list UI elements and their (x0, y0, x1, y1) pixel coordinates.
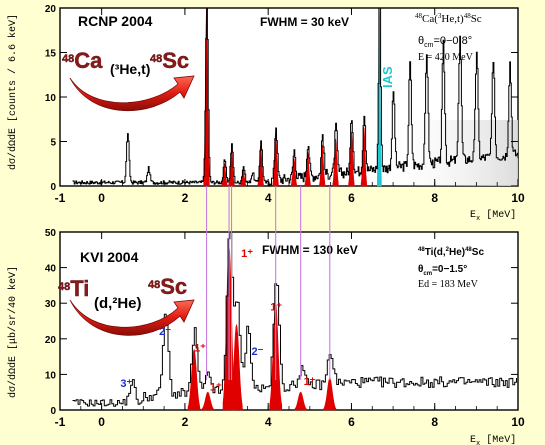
bottom-ytick-label: 10 (45, 370, 57, 381)
top-xtick-label: 8 (431, 191, 438, 205)
bottom-ylabel: dσ/dΩdE [μb/sr/40 keV] (7, 266, 19, 398)
spin-label: 3⁺ (120, 378, 132, 390)
top-xtick-label: 4 (265, 191, 272, 205)
top-ytick-label: 10 (45, 93, 57, 104)
top-spectrum-line (72, 7, 519, 186)
top-xtick-label: 2 (182, 191, 189, 205)
bottom-spectrum-line (72, 231, 517, 407)
bottom-peak-filled (187, 348, 201, 411)
svg-text:48Ti: 48Ti (58, 276, 89, 301)
top-shading (380, 120, 518, 186)
top-xtick-label: 0 (98, 191, 105, 205)
bottom-reaction: 48Ti(d,2He)48Sc (418, 247, 484, 258)
bottom-ytick-label: 20 (45, 335, 57, 346)
bottom-ytick-label: 0 (50, 406, 56, 417)
bottom-theta: θcm=0−1.5° (418, 264, 467, 277)
bottom-xtick-label: 0 (98, 415, 105, 429)
svg-text:48Sc: 48Sc (148, 274, 187, 299)
top-reaction-arrow: 48Ca (³He,t) 48Sc (62, 48, 195, 112)
top-ytick-label: 20 (45, 4, 57, 15)
bottom-ytick-label: 50 (45, 228, 57, 239)
top-peak-filled (290, 157, 298, 187)
top-ylabel: dσ/dΩdE [counts / 6.6 keV] (7, 14, 19, 170)
bottom-reaction-arrow: 48Ti (d,²He) 48Sc (58, 274, 195, 336)
bottom-peak-filled (230, 324, 243, 411)
top-ytick-label: 0 (50, 182, 56, 193)
bottom-xtick-label: 10 (511, 415, 525, 429)
svg-text:48Ca: 48Ca (62, 48, 103, 73)
top-reaction: 48Ca(3He,t)48Sc (415, 12, 482, 25)
top-xtick-label: 10 (511, 191, 525, 205)
bottom-xlabel: Ex [MeV] (470, 434, 516, 445)
spin-label: 2⁻ (252, 346, 264, 358)
spin-label: 1⁺ (270, 301, 282, 313)
bottom-energy: Ed = 183 MeV (418, 279, 479, 290)
spin-label: 1⁺ (304, 376, 316, 388)
svg-text:(³He,t): (³He,t) (110, 61, 150, 77)
top-peak-filled (319, 145, 326, 187)
bottom-xtick-label: 8 (431, 415, 438, 429)
bottom-ytick-label: 40 (45, 264, 57, 275)
top-ytick-label: 5 (50, 138, 56, 149)
bottom-peak-filled (294, 391, 307, 411)
top-peak-filled (332, 138, 339, 187)
top-fwhm: FWHM = 30 keV (260, 15, 349, 29)
top-peak-filled (348, 131, 355, 187)
bottom-title: KVI 2004 (80, 249, 139, 265)
bottom-xtick-label: 2 (182, 415, 189, 429)
spin-label: 1⁺ (210, 381, 222, 393)
top-xlabel: Ex [MeV] (470, 209, 516, 223)
bottom-peak-filled (201, 391, 215, 411)
svg-text:(d,²He): (d,²He) (94, 295, 142, 312)
ias-label: IAS (380, 66, 395, 88)
top-xtick-label: 6 (348, 191, 355, 205)
top-xtick-label: -1 (55, 191, 66, 205)
top-energy: E = 420 MeV (418, 52, 474, 63)
bottom-ytick-label: 30 (45, 299, 57, 310)
spin-label: 1⁺ (194, 342, 206, 354)
bottom-xtick-label: 4 (265, 415, 272, 429)
peak-connectors (206, 186, 331, 380)
bottom-xtick-label: -1 (55, 415, 66, 429)
top-title: RCNP 2004 (78, 13, 153, 29)
top-theta: θcm=0−0.8° (418, 35, 472, 49)
bottom-xtick-label: 6 (348, 415, 355, 429)
svg-text:48Sc: 48Sc (150, 48, 189, 73)
top-ytick-label: 15 (45, 49, 57, 60)
spin-labels: 3⁺ 2⁻ 1⁺ 1⁺ 1⁺ 2⁻ 1⁺ 1⁺ (120, 248, 315, 394)
top-peak-filled (360, 127, 368, 187)
spin-label: 2⁻ (159, 326, 171, 338)
spin-label: 1⁺ (241, 248, 253, 260)
bottom-fwhm: FWHM = 130 keV (262, 243, 358, 257)
